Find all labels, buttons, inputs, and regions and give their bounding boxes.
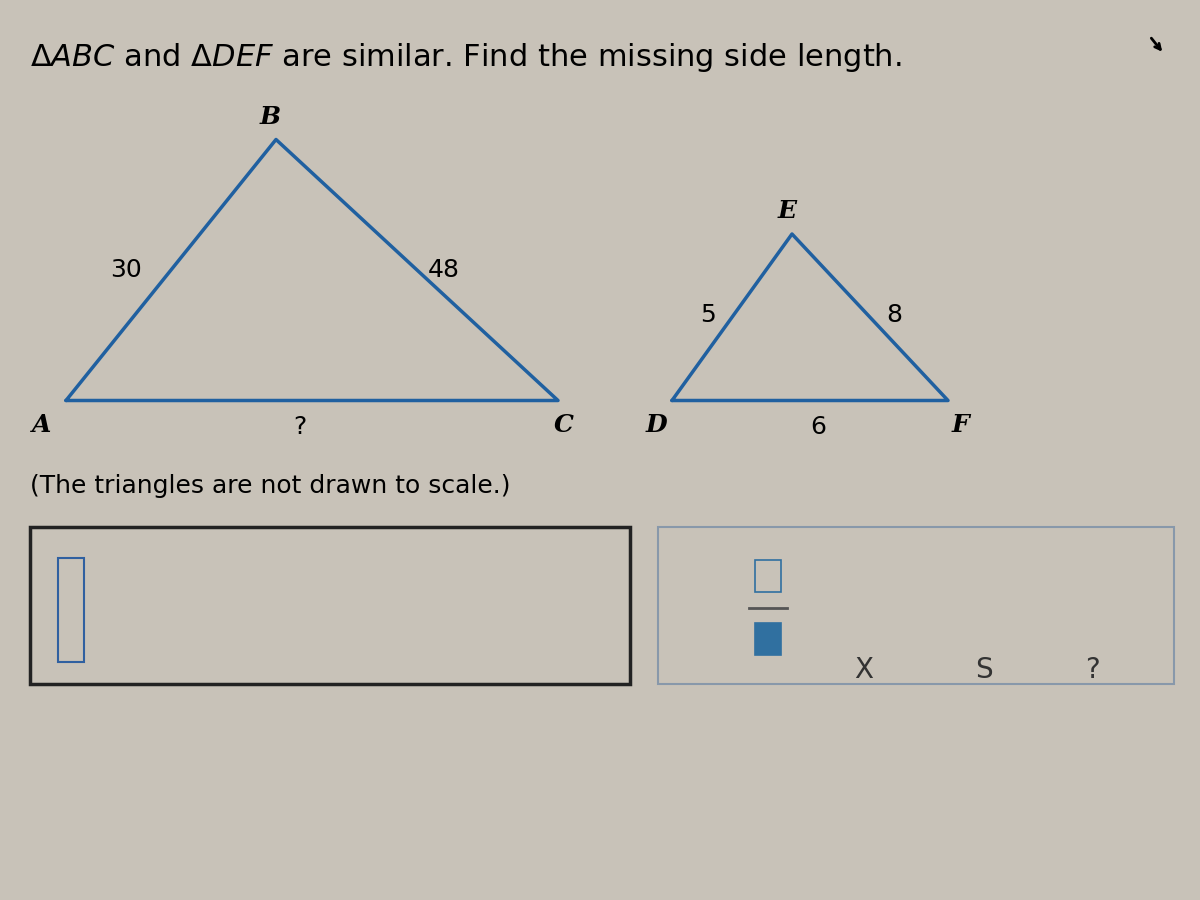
Bar — [658, 526, 1174, 684]
Bar — [58, 558, 84, 662]
Bar — [30, 526, 630, 684]
Bar — [755, 560, 781, 592]
Text: (The triangles are not drawn to scale.): (The triangles are not drawn to scale.) — [30, 474, 510, 498]
Text: X: X — [854, 656, 874, 685]
Text: D: D — [646, 413, 667, 436]
Text: S: S — [976, 656, 992, 685]
Bar — [755, 623, 781, 655]
Text: 48: 48 — [428, 258, 460, 282]
Text: F: F — [952, 413, 968, 436]
Text: 8: 8 — [886, 303, 902, 327]
Text: B: B — [259, 105, 281, 129]
Text: 30: 30 — [110, 258, 142, 282]
Text: C: C — [554, 413, 574, 436]
Text: 6: 6 — [810, 416, 827, 439]
Text: 5: 5 — [700, 303, 716, 327]
Text: $\it{\Delta}$$\it{A}$$\it{B}$$\it{C}$ and $\it{\Delta}$$\it{D}$$\it{E}$$\it{F}$ : $\it{\Delta}$$\it{A}$$\it{B}$$\it{C}$ an… — [30, 40, 901, 74]
Text: E: E — [778, 200, 797, 223]
Text: ?: ? — [1085, 656, 1099, 685]
Text: A: A — [32, 413, 52, 436]
Text: ?: ? — [293, 416, 307, 439]
